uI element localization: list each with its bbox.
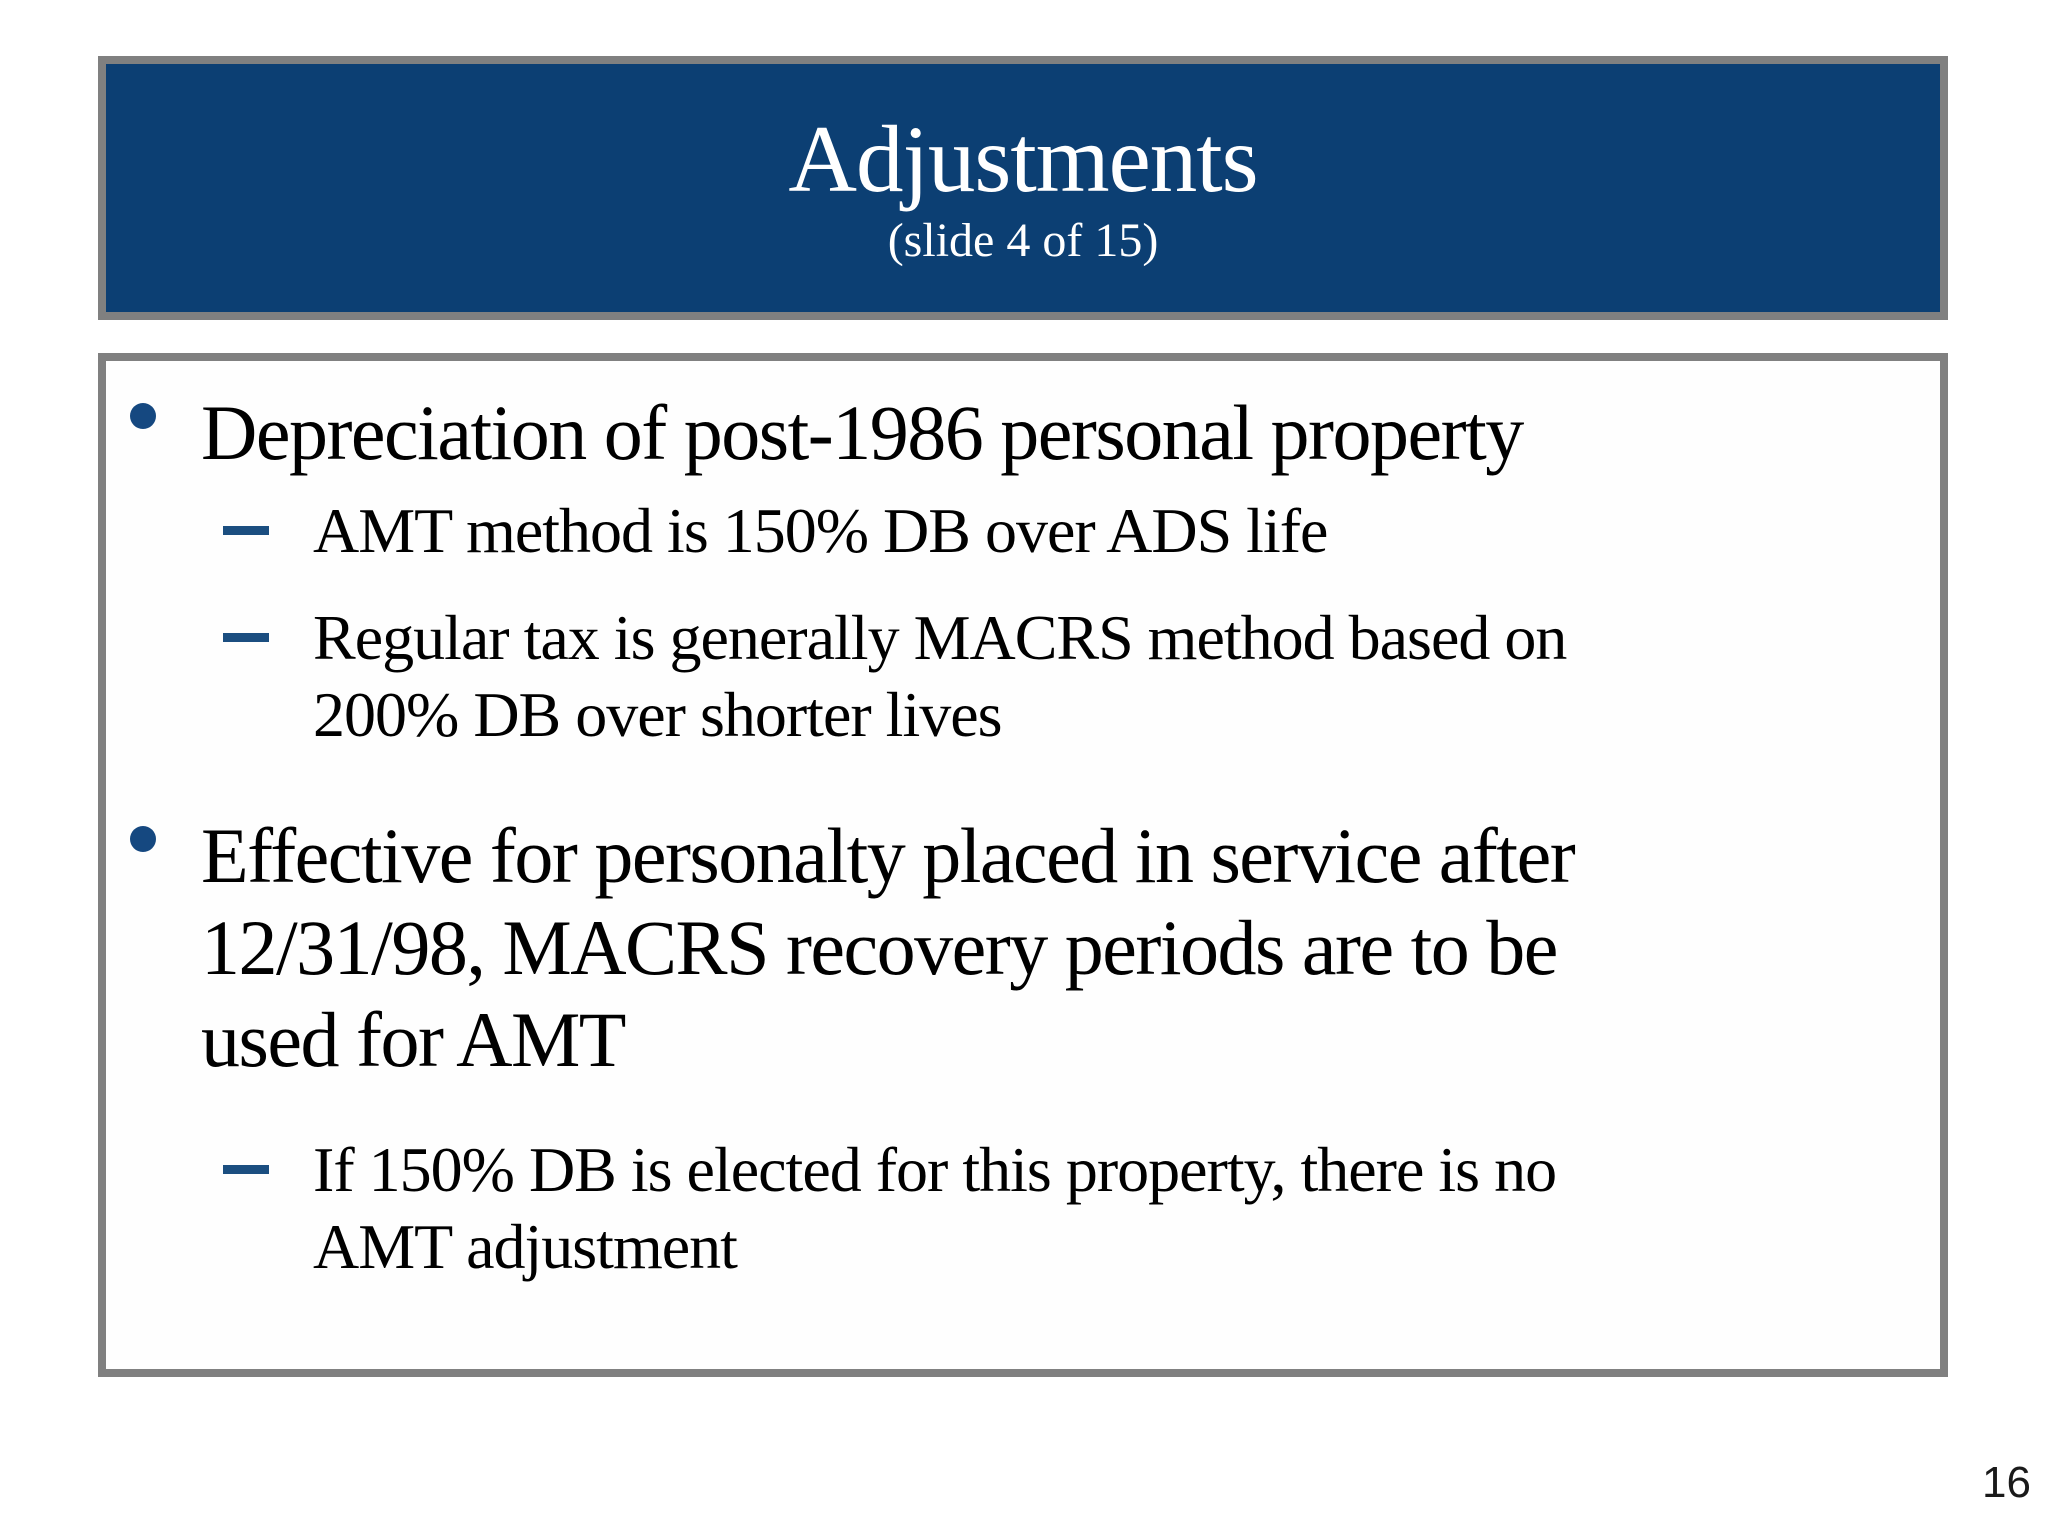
bullet-line: If 150% DB is elected for this property,… — [313, 1133, 1557, 1205]
bullet-line: AMT adjustment — [313, 1210, 738, 1282]
bullet-item: If 150% DB is elected for this property,… — [223, 1132, 1910, 1286]
bullet-line: 12/31/98, MACRS recovery periods are to … — [201, 903, 1558, 991]
bullet-line: used for AMT — [201, 995, 626, 1083]
bullet-line: Effective for personalty placed in servi… — [201, 811, 1576, 899]
slide-subtitle: (slide 4 of 15) — [887, 213, 1159, 267]
bullet-item: AMT method is 150% DB over ADS life — [223, 493, 1910, 570]
bullet-icon — [126, 810, 201, 902]
bullet-item: Regular tax is generally MACRS method ba… — [223, 600, 1910, 754]
bullet-line: AMT method is 150% DB over ADS life — [313, 495, 1328, 567]
bullet-item: Depreciation of post-1986 personal prope… — [126, 387, 1910, 479]
dash-icon — [223, 600, 313, 677]
bullet-item: Effective for personalty placed in servi… — [126, 810, 1910, 1086]
bullet-line: 200% DB over shorter lives — [313, 678, 1003, 750]
bullet-line: Regular tax is generally MACRS method ba… — [313, 602, 1567, 674]
bullet-line: Depreciation of post-1986 personal prope… — [201, 389, 1524, 476]
title-bar: Adjustments (slide 4 of 15) — [98, 56, 1948, 320]
dash-icon — [223, 493, 313, 570]
page-title: Adjustments — [788, 106, 1258, 213]
dash-icon — [223, 1132, 313, 1209]
page-number: 16 — [1982, 1458, 2031, 1507]
bullet-icon — [126, 387, 201, 479]
content-box: Depreciation of post-1986 personal prope… — [98, 353, 1948, 1377]
